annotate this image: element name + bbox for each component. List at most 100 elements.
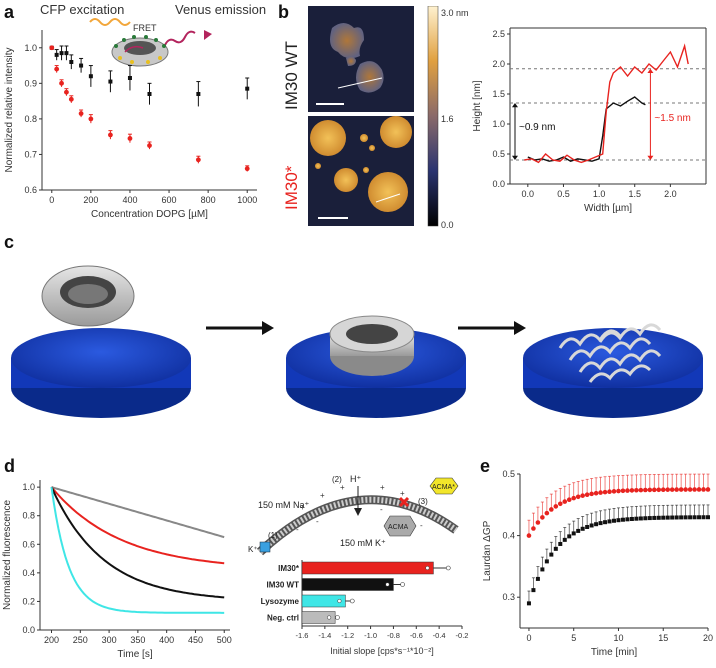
- data-point-black: [127, 76, 132, 80]
- data-point-mutant: [687, 487, 693, 492]
- data-point-mutant: [647, 487, 653, 493]
- data-point-mutant: [540, 515, 545, 520]
- im30-filaments: [558, 323, 662, 383]
- data-point-wt: [576, 528, 581, 533]
- x-axis-label: Time [s]: [117, 649, 152, 660]
- data-point-mutant: [643, 487, 648, 493]
- y-axis-label: Laurdan ΔGP: [482, 520, 493, 581]
- x-tick-label: 0: [526, 633, 531, 643]
- data-point-wt: [544, 559, 549, 564]
- panel-d-inset-bars: -1.6 -1.4 -1.2 -1.0 -0.8 -0.6 -0.4 -0.2 Initial …: [261, 560, 468, 656]
- arrowhead: [647, 68, 654, 73]
- data-point-wt: [706, 515, 710, 520]
- profile-line-im30-: [524, 43, 689, 164]
- data-point-wt: [535, 576, 540, 581]
- step3-label: (3): [418, 497, 428, 506]
- x-axis-label: Initial slope [cps*s⁻¹*10⁻²]: [330, 646, 434, 656]
- panel-label-a: a: [4, 2, 15, 22]
- data-point-black: [54, 52, 59, 57]
- data-point-mutant: [651, 487, 657, 493]
- data-point-mutant: [589, 491, 594, 497]
- im30-ring-floating: [41, 265, 135, 327]
- step2-label: (2): [332, 475, 342, 484]
- step1-label: (1): [268, 531, 278, 540]
- panel-b-plot-area: 0.0 0.5 1.0 1.5 2.0 0.0 0.5 1.0 1.5 2.0 2.5 Width […: [472, 27, 707, 214]
- data-point-red: [127, 136, 133, 141]
- data-point-wt: [656, 515, 661, 520]
- y-tick-label: 0.0: [492, 179, 505, 189]
- y-tick-label: 0.6: [22, 539, 35, 549]
- data-point-red: [147, 143, 152, 148]
- data-point-mutant: [593, 490, 599, 496]
- x-tick-label: 5: [571, 633, 576, 643]
- x-tick-label: -1.6: [296, 631, 309, 640]
- data-point-mutant: [549, 507, 554, 512]
- annotation-low-text: ~0.9 nm: [519, 122, 555, 133]
- x-tick-label: 500: [217, 635, 232, 645]
- svg-text:+: +: [300, 503, 305, 512]
- data-point-mutant: [616, 488, 621, 494]
- y-tick-label: 0.9: [24, 78, 37, 88]
- y-tick-label: 0.2: [22, 596, 35, 606]
- afm-images: [308, 6, 414, 226]
- data-point-wt: [540, 567, 545, 572]
- data-point-black: [64, 51, 69, 56]
- data-point-wt: [598, 521, 603, 526]
- data-point-mutant: [531, 526, 536, 531]
- panel-c-illustration: [11, 265, 703, 418]
- data-point-wt: [553, 546, 558, 551]
- data-point-wt: [567, 534, 572, 539]
- x-tick-label: 300: [102, 635, 117, 645]
- x-tick-label: -0.6: [410, 631, 423, 640]
- data-point-wt: [683, 515, 688, 520]
- kplus-label: K⁺: [248, 545, 258, 554]
- data-point-wt: [580, 526, 585, 531]
- y-tick-label: 0.0: [22, 625, 35, 635]
- data-point-red: [54, 66, 60, 72]
- x-tick-label: 1000: [237, 195, 257, 205]
- data-point-mutant: [535, 520, 541, 525]
- svg-text:-: -: [380, 505, 383, 514]
- data-point-black: [88, 74, 93, 79]
- x-tick-label: 15: [658, 633, 668, 643]
- replicate-point: [349, 598, 355, 604]
- data-point-mutant: [602, 489, 608, 495]
- x-tick-label: -0.8: [387, 631, 400, 640]
- panel-label-d: d: [4, 456, 15, 476]
- data-point-wt: [688, 515, 693, 520]
- svg-text:+: +: [340, 483, 345, 492]
- data-point-mutant: [526, 533, 532, 538]
- trace-neg-ctrl: [51, 486, 225, 539]
- panel-a-chart: CFP excitation Venus emission FRET 0 200 4…: [4, 2, 266, 220]
- y-tick-label: 0.4: [22, 568, 35, 578]
- data-point-wt: [571, 531, 576, 536]
- replicate-point: [337, 598, 342, 604]
- data-point-wt: [526, 601, 531, 606]
- data-point-mutant: [580, 493, 585, 498]
- data-point-wt: [594, 522, 599, 527]
- colorbar-top: 3.0 nm: [441, 8, 469, 18]
- data-point-mutant: [669, 487, 675, 492]
- x-tick-label: 450: [188, 635, 203, 645]
- ions-na-label: 150 mM Na⁺: [258, 500, 310, 510]
- data-point-black: [108, 79, 113, 84]
- x-tick-label: 350: [130, 635, 145, 645]
- data-point-wt: [679, 515, 684, 520]
- fret-ring-illustration: [89, 18, 212, 67]
- x-tick-label: -1.2: [341, 631, 354, 640]
- data-point-wt: [629, 516, 634, 521]
- data-point-red: [88, 116, 94, 122]
- data-point-mutant: [625, 488, 630, 493]
- panel-d-inset-plot-area: -1.6 -1.4 -1.2 -1.0 -0.8 -0.6 -0.4 -0.2 Initial …: [261, 560, 468, 656]
- y-tick-label: 1.0: [492, 119, 505, 129]
- y-axis-label: Normalized relative intensity: [4, 47, 15, 172]
- panel-e-chart: 0 5 10 15 20 0.3 0.4 0.5 Time [min] Laurdan ΔGP: [482, 469, 713, 658]
- data-point-mutant: [607, 489, 612, 495]
- x-tick-label: 200: [44, 635, 59, 645]
- membrane-disc-1: [11, 328, 191, 418]
- panel-label-e: e: [480, 456, 491, 476]
- panel-e-plot-area: 0 5 10 15 20 0.3 0.4 0.5 Time [min] Laurdan ΔGP: [482, 469, 713, 658]
- membrane-disc-3: [523, 328, 703, 418]
- panel-b-chart: 0.0 0.5 1.0 1.5 2.0 0.0 0.5 1.0 1.5 2.0 2.5 Width […: [472, 27, 707, 214]
- replicate-point: [327, 615, 332, 620]
